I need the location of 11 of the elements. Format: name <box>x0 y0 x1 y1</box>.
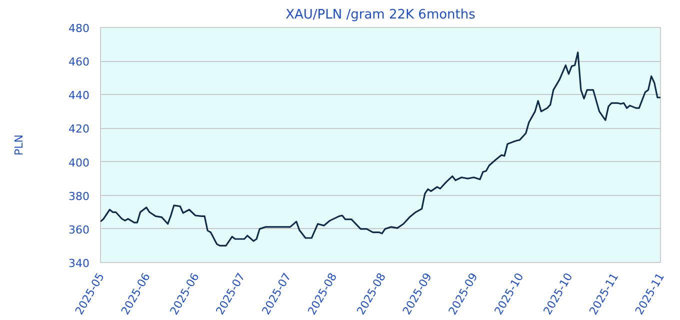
line-series <box>100 52 660 247</box>
y-tick-label: 340 <box>68 257 90 270</box>
y-tick-label: 460 <box>68 56 90 69</box>
y-tick-label: 380 <box>68 190 90 203</box>
y-axis-title: PLN <box>12 134 26 156</box>
y-tick-label: 480 <box>68 22 90 35</box>
y-tick-label: 400 <box>68 156 90 170</box>
y-tick-label: 360 <box>68 223 90 236</box>
y-tick-label: 440 <box>68 89 90 102</box>
chart-title: XAU/PLN /gram 22K 6months <box>286 8 476 22</box>
y-tick-label: 420 <box>68 122 90 136</box>
